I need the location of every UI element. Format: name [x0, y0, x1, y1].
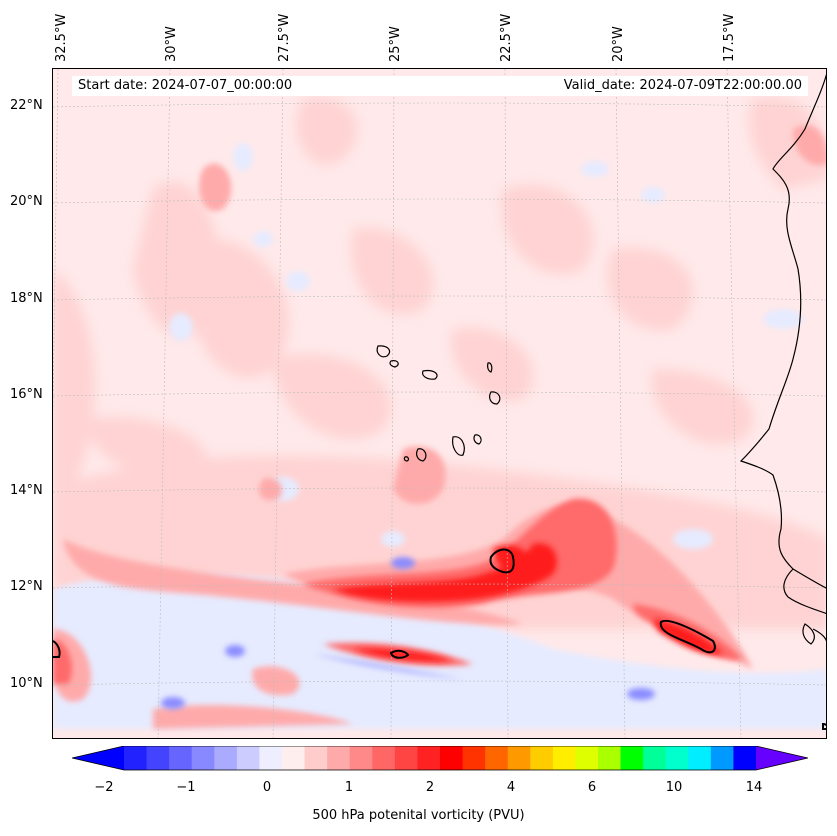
graticule [53, 69, 826, 738]
colorbar-extend-high [756, 746, 808, 770]
colorbar-segment [282, 746, 306, 770]
coastlines [376, 73, 826, 645]
colorbar-segment [349, 746, 373, 770]
colorbar-segment [733, 746, 757, 770]
colorbar-segment [214, 746, 238, 770]
colorbar-segment [507, 746, 531, 770]
colorbar-segment [124, 746, 148, 770]
cbar-tick-6: 6 [587, 780, 597, 795]
cbar-tick-4: 4 [506, 780, 516, 795]
colorbar-segment [462, 746, 486, 770]
start-date: Start date: 2024-07-07_00:00:00 [78, 78, 293, 93]
colorbar-segment [665, 746, 689, 770]
colorbar-segment [530, 746, 554, 770]
lon-label-22.5w: 22.5°W [499, 13, 514, 62]
colorbar [72, 746, 808, 771]
map-panel[interactable] [52, 68, 827, 739]
colorbar-segment [236, 746, 260, 770]
lon-label-32.5w: 32.5°W [54, 13, 69, 62]
lat-label-22n: 22°N [10, 98, 43, 113]
cbar-tick-neg2: −2 [94, 780, 114, 795]
lat-label-18n: 18°N [10, 291, 43, 306]
colorbar-segment [146, 746, 170, 770]
colorbar-segment [552, 746, 576, 770]
cbar-tick-10: 10 [665, 780, 683, 795]
colorbar-segment [394, 746, 418, 770]
lat-label-10n: 10°N [10, 676, 43, 691]
colorbar-segment [620, 746, 644, 770]
lon-label-27.5w: 27.5°W [277, 13, 292, 62]
colorbar-segment [304, 746, 328, 770]
pv-blue-streaks [161, 557, 655, 709]
colorbar-outline [72, 746, 808, 771]
pv-2-contours [53, 548, 826, 730]
colorbar-segment [643, 746, 667, 770]
colorbar-segment [710, 746, 734, 770]
date-header: Start date: 2024-07-07_00:00:00 Valid_da… [72, 76, 808, 96]
lat-label-20n: 20°N [10, 194, 43, 209]
colorbar-segment [485, 746, 509, 770]
colorbar-segment [259, 746, 283, 770]
colorbar-segment [598, 746, 622, 770]
valid-date: Valid_date: 2024-07-09T22:00:00.00 [563, 78, 802, 93]
colorbar-segment [417, 746, 441, 770]
cbar-tick-1: 1 [344, 780, 354, 795]
colorbar-segment [440, 746, 464, 770]
lon-label-20w: 20°W [611, 26, 626, 62]
cbar-tick-2: 2 [425, 780, 435, 795]
lon-label-17.5w: 17.5°W [722, 13, 737, 62]
colorbar-segment [169, 746, 193, 770]
colorbar-label: 500 hPa potenital vorticity (PVU) [312, 808, 525, 823]
lon-label-30w: 30°W [164, 26, 179, 62]
colorbar-segment [688, 746, 712, 770]
pv-deep-red-core [333, 543, 723, 662]
colorbar-extend-low [72, 746, 124, 770]
cbar-tick-neg1: −1 [176, 780, 196, 795]
colorbar-segment [327, 746, 351, 770]
lon-label-25w: 25°W [388, 26, 403, 62]
cbar-tick-0: 0 [262, 780, 272, 795]
cbar-tick-14: 14 [745, 780, 763, 795]
colorbar-segment [575, 746, 599, 770]
lat-label-16n: 16°N [10, 387, 43, 402]
pv-field [53, 69, 826, 738]
colorbar-segment [372, 746, 396, 770]
lat-label-14n: 14°N [10, 483, 43, 498]
lat-label-12n: 12°N [10, 579, 43, 594]
colorbar-segment [191, 746, 215, 770]
